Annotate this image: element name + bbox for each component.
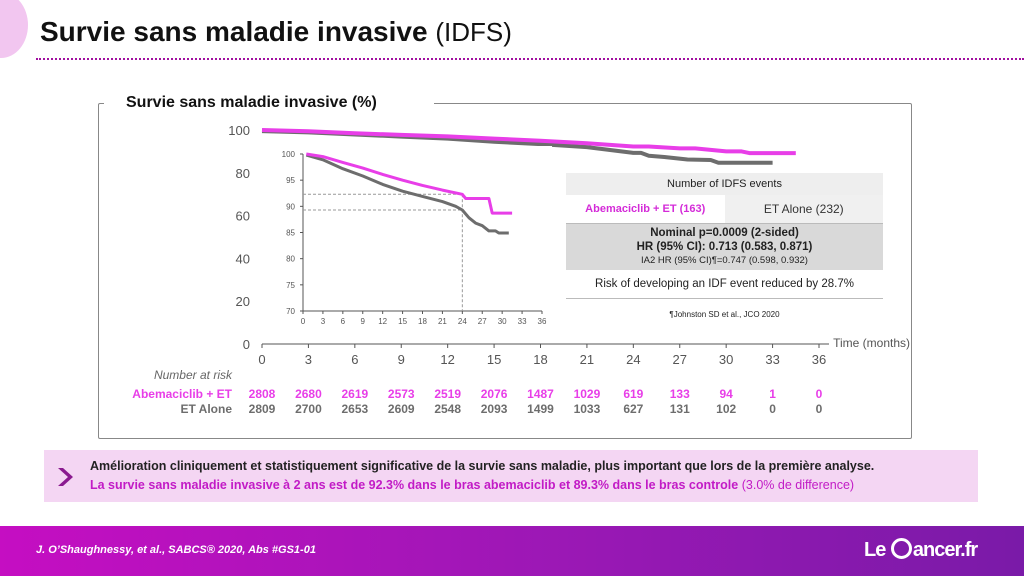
y-tick-label: 40 (236, 251, 250, 266)
footer-bar: J. O’Shaughnessy, et al., SABCS® 2020, A… (0, 526, 1024, 576)
chart-title: Survie sans maladie invasive (%) (120, 94, 383, 112)
logo-circle-icon (890, 538, 912, 559)
x-tick-label: 0 (258, 352, 265, 367)
y-tick-label: 20 (236, 294, 250, 309)
inset-y-tick-label: 70 (286, 307, 295, 316)
inset-x-tick-label: 3 (321, 317, 326, 326)
risk-cell: 627 (623, 402, 643, 416)
arm-abemaciclib: Abemaciclib + ET (163) (585, 203, 706, 215)
inset-x-tick-label: 36 (538, 317, 547, 326)
callout-note: (3.0% de difference) (741, 478, 855, 492)
risk-cell: 2573 (388, 387, 415, 401)
inset-y-tick-label: 90 (286, 202, 295, 211)
x-tick-label: 18 (533, 352, 547, 367)
risk-cell: 1487 (527, 387, 554, 401)
risk-row-label: Abemaciclib + ET (132, 387, 232, 401)
events-table-header: Number of IDFS events (566, 173, 883, 195)
x-tick-label: 21 (580, 352, 594, 367)
page-title: Survie sans maladie invasive (IDFS) (40, 16, 512, 47)
chart-frame (98, 103, 912, 439)
inset-x-tick-label: 27 (478, 317, 487, 326)
inset-x-tick-label: 9 (361, 317, 366, 326)
x-tick-label: 27 (673, 352, 687, 367)
y-tick-label: 60 (236, 209, 250, 224)
risk-cell: 2093 (481, 402, 508, 416)
risk-cell: 1 (769, 387, 776, 401)
inset-x-tick-label: 15 (398, 317, 407, 326)
reference-text: ¶Johnston SD et al., JCO 2020 (669, 309, 780, 319)
risk-cell: 2619 (341, 387, 368, 401)
risk-cell: 1029 (574, 387, 601, 401)
x-tick-label: 33 (765, 352, 779, 367)
inset-x-tick-label: 33 (518, 317, 527, 326)
risk-cell: 102 (716, 402, 736, 416)
x-axis-label: Time (months) (833, 336, 910, 350)
inset-x-tick-label: 21 (438, 317, 447, 326)
risk-cell: 0 (769, 402, 776, 416)
inset-y-tick-label: 85 (286, 229, 295, 238)
x-tick-label: 30 (719, 352, 733, 367)
risk-cell: 94 (719, 387, 733, 401)
inset-x-tick-label: 6 (341, 317, 346, 326)
y-tick-label: 80 (236, 166, 250, 181)
risk-cell: 2548 (434, 402, 461, 416)
inset-y-tick-label: 100 (282, 150, 296, 159)
x-tick-label: 15 (487, 352, 501, 367)
chevron-right-icon (58, 468, 73, 486)
y-tick-label: 100 (228, 123, 250, 138)
inset-x-tick-label: 0 (301, 317, 306, 326)
events-table: Number of IDFS events Abemaciclib + ET (… (566, 173, 883, 329)
inset-y-tick-label: 95 (286, 176, 295, 185)
inset-x-tick-label: 18 (418, 317, 427, 326)
inset-y-tick-label: 75 (286, 281, 295, 290)
risk-cell: 131 (670, 402, 690, 416)
risk-cell: 1499 (527, 402, 554, 416)
series-line-abemaciclib-et (261, 128, 796, 156)
risk-cell: 0 (816, 387, 823, 401)
x-tick-label: 6 (351, 352, 358, 367)
risk-cell: 2808 (249, 387, 276, 401)
x-tick-label: 12 (440, 352, 454, 367)
x-tick-label: 9 (398, 352, 405, 367)
x-tick-label: 3 (305, 352, 312, 367)
risk-cell: 619 (623, 387, 643, 401)
x-tick-label: 24 (626, 352, 640, 367)
risk-cell: 0 (816, 402, 823, 416)
events-table-stats: Nominal p=0.0009 (2-sided) HR (95% CI): … (566, 224, 883, 270)
risk-reduction-text: Risk of developing an IDF event reduced … (566, 270, 883, 299)
inset-y-tick-label: 80 (286, 255, 295, 264)
brand-logo: Le ancer.fr (864, 538, 978, 561)
inset-series-line-abemaciclib-et (306, 152, 513, 215)
stat-p-value: Nominal p=0.0009 (2-sided) (650, 227, 799, 239)
risk-cell: 2519 (434, 387, 461, 401)
inset-x-tick-label: 24 (458, 317, 467, 326)
stat-hr: HR (95% CI): 0.713 (0.583, 0.871) (636, 241, 813, 253)
callout-line-1: Amélioration cliniquement et statistique… (90, 459, 875, 473)
risk-cell: 2653 (341, 402, 368, 416)
risk-table-heading: Number at risk (154, 368, 233, 382)
title-divider (36, 58, 1024, 60)
conclusion-callout: Amélioration cliniquement et statistique… (44, 450, 978, 502)
risk-cell: 2076 (481, 387, 508, 401)
arm-et-alone: ET Alone (232) (724, 195, 883, 223)
risk-cell: 2680 (295, 387, 322, 401)
callout-line-2: La survie sans maladie invasive à 2 ans … (90, 478, 855, 492)
x-tick-label: 36 (812, 352, 826, 367)
footer-citation: J. O’Shaughnessy, et al., SABCS® 2020, A… (36, 544, 316, 556)
inset-x-tick-label: 30 (498, 317, 507, 326)
risk-row-label: ET Alone (180, 402, 232, 416)
risk-cell: 133 (670, 387, 690, 401)
risk-cell: 2609 (388, 402, 415, 416)
inset-series-line-et-alone (305, 153, 509, 235)
events-table-arms: Abemaciclib + ET (163) ET Alone (232) (566, 195, 883, 224)
inset-x-tick-label: 12 (378, 317, 387, 326)
stat-ia2-hr: IA2 HR (95% CI)¶=0.747 (0.598, 0.932) (641, 255, 808, 266)
y-tick-label: 0 (243, 337, 250, 352)
risk-cell: 2700 (295, 402, 322, 416)
inset-background (271, 146, 552, 331)
risk-cell: 1033 (574, 402, 601, 416)
risk-cell: 2809 (249, 402, 276, 416)
